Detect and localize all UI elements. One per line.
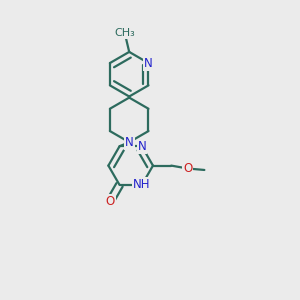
Text: N: N — [125, 136, 134, 149]
Text: O: O — [105, 195, 115, 208]
Text: CH₃: CH₃ — [114, 28, 135, 38]
Text: N: N — [144, 57, 153, 70]
Text: O: O — [183, 162, 192, 175]
Text: NH: NH — [133, 178, 151, 191]
Text: N: N — [137, 140, 146, 153]
